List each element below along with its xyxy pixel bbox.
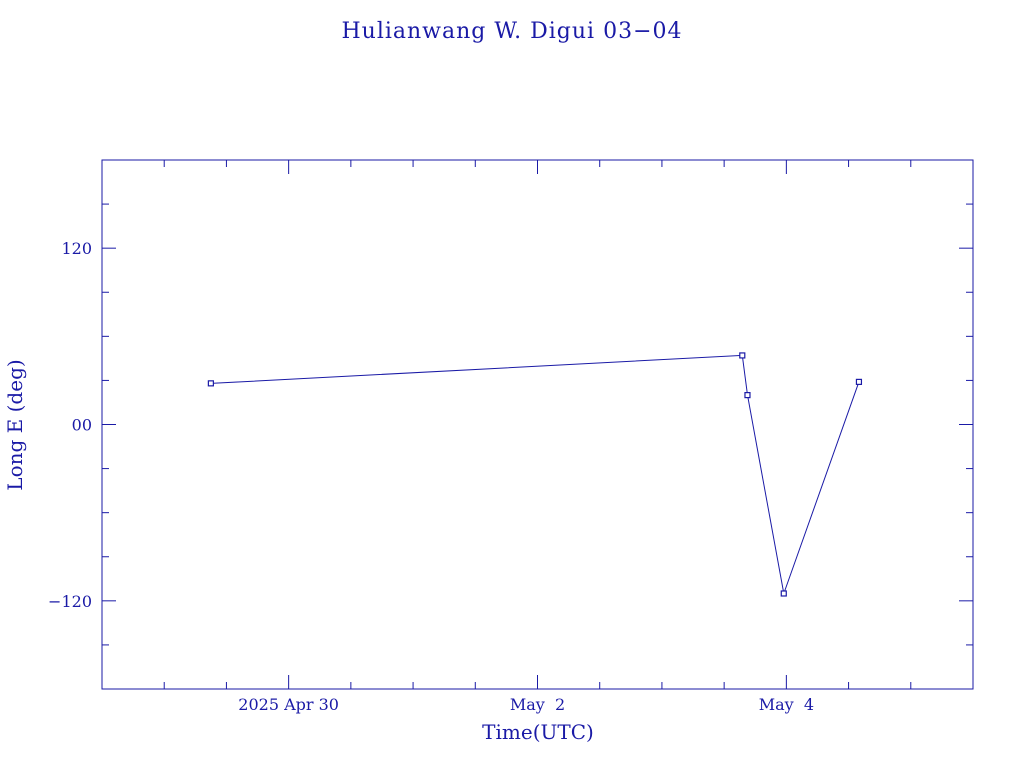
data-point-marker (207, 380, 214, 387)
y-tick-label: −120 (48, 592, 92, 611)
x-tick-label: May 4 (759, 695, 814, 714)
x-tick-label: May 2 (510, 695, 565, 714)
x-axis-label: Time(UTC) (482, 720, 594, 744)
data-point-marker (780, 590, 787, 597)
y-tick-label: 120 (61, 239, 92, 258)
series-line (210, 354, 860, 596)
axis-ticks (102, 160, 973, 689)
tick-labels: 120 00 −120 2025 Apr 30 May 2 May 4 (48, 239, 814, 714)
chart-title: Hulianwang W. Digui 03−04 (341, 19, 682, 44)
series-group (207, 352, 863, 597)
y-tick-label: 00 (72, 416, 92, 435)
y-axis-label: Long E (deg) (3, 359, 27, 490)
x-tick-label: 2025 Apr 30 (238, 695, 339, 714)
data-point-marker (855, 378, 863, 385)
data-point-marker (739, 352, 746, 359)
data-point-marker (744, 392, 751, 399)
plot-frame (101, 159, 974, 690)
